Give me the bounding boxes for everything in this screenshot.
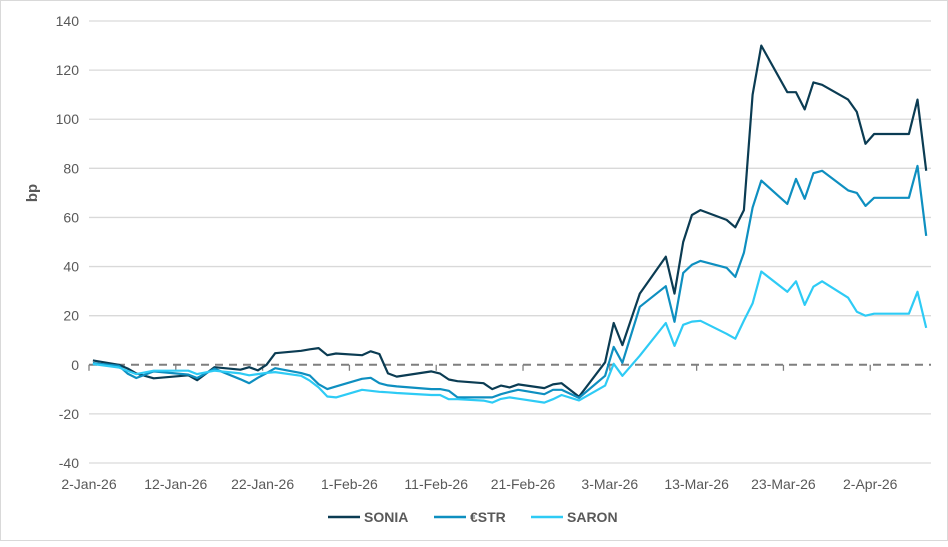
x-tick-label: 13-Mar-26	[664, 476, 729, 492]
legend-item: €STR	[434, 509, 506, 525]
legend-label: SONIA	[364, 509, 408, 525]
series-lines	[92, 44, 928, 404]
x-tick-label: 1-Feb-26	[321, 476, 378, 492]
x-axis-ticks: 2-Jan-26 12-Jan-26 22-Jan-26 1-Feb-26 11-Feb…	[61, 364, 898, 492]
y-tick-label: 60	[63, 209, 79, 225]
x-tick-label: 2-Apr-26	[843, 476, 898, 492]
x-tick-label: 12-Jan-26	[144, 476, 207, 492]
y-tick-label: -20	[59, 406, 79, 422]
series-line-str	[92, 164, 928, 399]
y-tick-label: 100	[56, 111, 80, 127]
legend-label: €STR	[470, 509, 506, 525]
x-tick-label: 2-Jan-26	[61, 476, 116, 492]
x-tick-label: 22-Jan-26	[231, 476, 294, 492]
y-tick-label: 120	[56, 62, 80, 78]
y-tick-label: 80	[63, 160, 79, 176]
gridlines	[89, 20, 931, 464]
legend-label: SARON	[567, 509, 618, 525]
legend: SONIA €STR SARON	[328, 509, 618, 525]
y-axis-label: bp	[24, 184, 41, 202]
y-axis-ticks: -40 -20 0 20 40 60 80 100 120 140	[56, 13, 80, 471]
series-line-saron	[92, 270, 928, 404]
y-tick-label: -40	[59, 455, 79, 471]
y-tick-label: 0	[71, 357, 79, 373]
y-tick-label: 20	[63, 308, 79, 324]
legend-item: SARON	[531, 509, 618, 525]
legend-item: SONIA	[328, 509, 408, 525]
x-tick-label: 23-Mar-26	[751, 476, 816, 492]
x-tick-label: 21-Feb-26	[491, 476, 556, 492]
x-tick-label: 3-Mar-26	[581, 476, 638, 492]
y-tick-label: 140	[56, 13, 80, 29]
x-tick-label: 11-Feb-26	[404, 476, 468, 492]
y-tick-label: 40	[63, 259, 79, 275]
series-line-sonia	[92, 44, 928, 398]
